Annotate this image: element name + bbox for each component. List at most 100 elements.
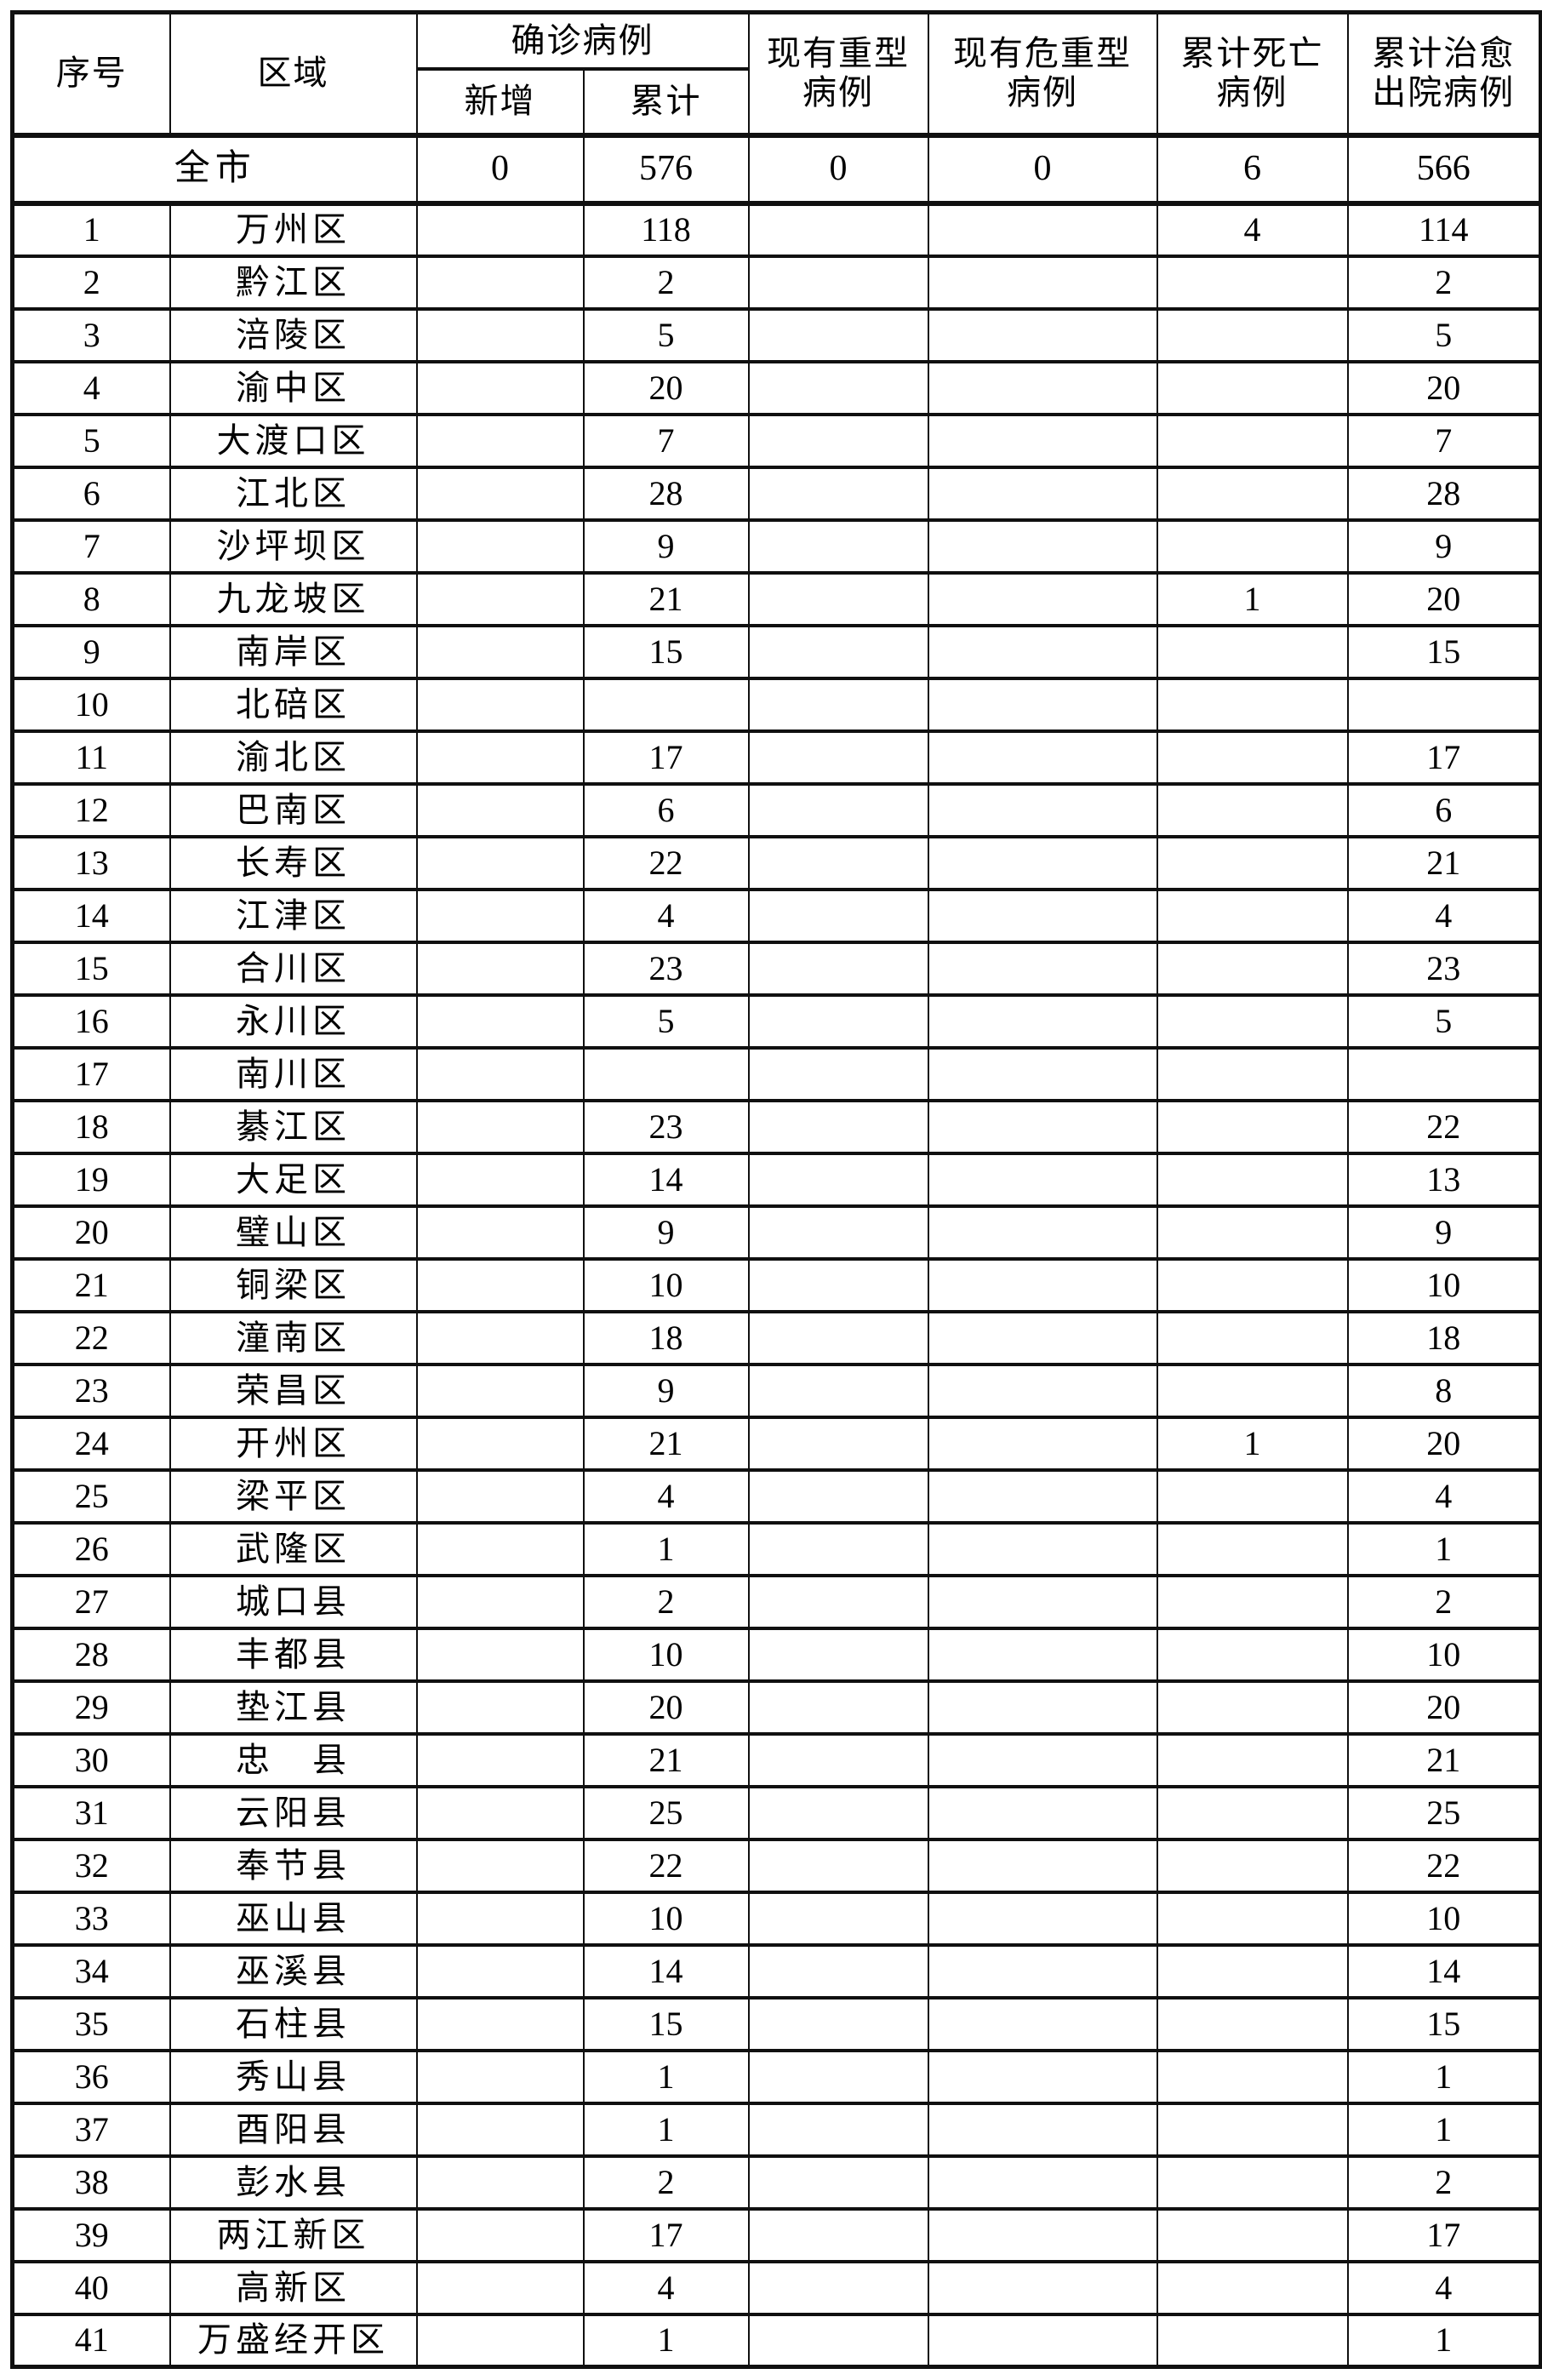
cell-new bbox=[415, 1573, 585, 1630]
cell-total: 23 bbox=[582, 940, 750, 997]
cell-total: 22 bbox=[582, 834, 750, 891]
cell-no: 12 bbox=[11, 781, 171, 838]
cell-new bbox=[415, 1995, 585, 2052]
cell-critical bbox=[927, 412, 1158, 469]
cell-no: 1 bbox=[11, 201, 171, 258]
cell-cured: 566 bbox=[1346, 133, 1542, 206]
table-row: 29 垫江县 20 20 bbox=[11, 1679, 1542, 1736]
cell-no: 34 bbox=[11, 1942, 171, 2000]
cell-region: 万盛经开区 bbox=[168, 2312, 418, 2369]
cell-cured: 20 bbox=[1346, 570, 1542, 627]
cell-severe bbox=[747, 1309, 929, 1366]
cell-critical bbox=[927, 518, 1158, 575]
cell-new bbox=[415, 465, 585, 522]
cell-total: 118 bbox=[582, 201, 750, 258]
cell-no: 7 bbox=[11, 518, 171, 575]
cell-cured: 1 bbox=[1346, 2312, 1542, 2369]
cell-new bbox=[415, 1626, 585, 1683]
cell-new bbox=[415, 201, 585, 258]
cell-critical bbox=[927, 570, 1158, 627]
cell-critical bbox=[927, 2101, 1158, 2158]
header-col-deaths: 累计死亡 病例 bbox=[1156, 10, 1349, 138]
cell-new bbox=[415, 1151, 585, 1208]
header-col-severe: 现有重型 病例 bbox=[747, 10, 929, 138]
cell-cured: 21 bbox=[1346, 834, 1542, 891]
cell-no: 26 bbox=[11, 1520, 171, 1577]
cell-no: 30 bbox=[11, 1731, 171, 1788]
cell-no: 2 bbox=[11, 254, 171, 311]
cell-new bbox=[415, 2206, 585, 2263]
cell-deaths bbox=[1156, 2154, 1349, 2211]
table-body: 全市 0 576 0 0 6 566 1 万州区 118 4 114 2 黔江区 2 2 3 涪陵区… bbox=[11, 133, 1542, 2369]
cell-region: 梁平区 bbox=[168, 1467, 418, 1525]
cell-severe: 0 bbox=[747, 133, 929, 206]
cell-deaths bbox=[1156, 1626, 1349, 1683]
cell-severe bbox=[747, 2048, 929, 2105]
cell-total: 2 bbox=[582, 254, 750, 311]
cell-region: 大足区 bbox=[168, 1151, 418, 1208]
cell-cured: 5 bbox=[1346, 993, 1542, 1050]
cell-new bbox=[415, 1256, 585, 1313]
cell-deaths bbox=[1156, 412, 1349, 469]
cell-new bbox=[415, 1467, 585, 1525]
table-header: 序号 区域 确诊病例 现有重型 病例 现有危重型 病例 累计死亡 病例 累计治愈… bbox=[11, 10, 1542, 138]
cell-new bbox=[415, 729, 585, 786]
cell-cured: 25 bbox=[1346, 1784, 1542, 1841]
cell-new bbox=[415, 1942, 585, 2000]
cell-no: 8 bbox=[11, 570, 171, 627]
cell-critical bbox=[927, 1467, 1158, 1525]
table-row: 6 江北区 28 28 bbox=[11, 465, 1542, 522]
cell-cured: 1 bbox=[1346, 1520, 1542, 1577]
cell-critical bbox=[927, 1520, 1158, 1577]
cell-severe bbox=[747, 1098, 929, 1155]
cell-total: 4 bbox=[582, 887, 750, 944]
cell-cured: 2 bbox=[1346, 2154, 1542, 2211]
cell-severe bbox=[747, 1467, 929, 1525]
cell-cured: 23 bbox=[1346, 940, 1542, 997]
table-row: 32 奉节县 22 22 bbox=[11, 1837, 1542, 1894]
cell-critical bbox=[927, 2206, 1158, 2263]
cell-region: 永川区 bbox=[168, 993, 418, 1050]
cell-critical bbox=[927, 1890, 1158, 1947]
cell-region: 潼南区 bbox=[168, 1309, 418, 1366]
cell-new bbox=[415, 781, 585, 838]
cell-cured: 5 bbox=[1346, 306, 1542, 363]
cell-deaths: 4 bbox=[1156, 201, 1349, 258]
table-row: 28 丰都县 10 10 bbox=[11, 1626, 1542, 1683]
cell-deaths bbox=[1156, 1098, 1349, 1155]
table-row: 10 北碚区 bbox=[11, 676, 1542, 733]
table-row: 40 高新区 4 4 bbox=[11, 2259, 1542, 2316]
cell-deaths bbox=[1156, 1679, 1349, 1736]
cell-total: 28 bbox=[582, 465, 750, 522]
cell-region: 南川区 bbox=[168, 1045, 418, 1102]
cell-no: 28 bbox=[11, 1626, 171, 1683]
cell-critical bbox=[927, 201, 1158, 258]
cell-new bbox=[415, 623, 585, 680]
cell-region: 丰都县 bbox=[168, 1626, 418, 1683]
cell-no: 18 bbox=[11, 1098, 171, 1155]
cell-severe bbox=[747, 676, 929, 733]
cell-severe bbox=[747, 1151, 929, 1208]
cell-deaths bbox=[1156, 1204, 1349, 1261]
cell-severe bbox=[747, 201, 929, 258]
cell-critical bbox=[927, 2259, 1158, 2316]
cell-region: 长寿区 bbox=[168, 834, 418, 891]
cell-region: 巫溪县 bbox=[168, 1942, 418, 2000]
cell-cured: 114 bbox=[1346, 201, 1542, 258]
cell-deaths: 1 bbox=[1156, 1415, 1349, 1472]
cell-cured: 9 bbox=[1346, 1204, 1542, 1261]
cell-critical bbox=[927, 834, 1158, 891]
header-col-confirmed-new: 新增 bbox=[415, 66, 585, 138]
cell-deaths bbox=[1156, 623, 1349, 680]
cell-critical bbox=[927, 465, 1158, 522]
cell-cured: 14 bbox=[1346, 1942, 1542, 2000]
cell-cured: 4 bbox=[1346, 1467, 1542, 1525]
cell-critical bbox=[927, 1995, 1158, 2052]
cell-deaths bbox=[1156, 1995, 1349, 2052]
cell-no: 38 bbox=[11, 2154, 171, 2211]
cell-total: 20 bbox=[582, 359, 750, 416]
cell-region: 巫山县 bbox=[168, 1890, 418, 1947]
cell-region: 全市 bbox=[11, 133, 418, 206]
cell-cured: 17 bbox=[1346, 2206, 1542, 2263]
cell-critical bbox=[927, 1309, 1158, 1366]
